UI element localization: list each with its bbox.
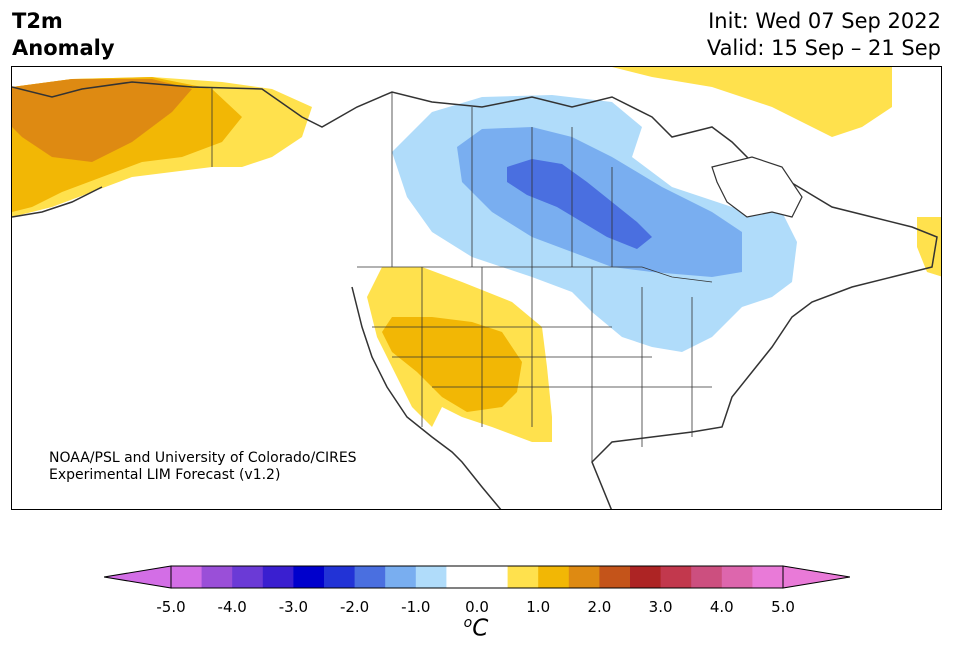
colorbar xyxy=(104,565,850,589)
colorbar-segment xyxy=(599,566,631,588)
colorbar-segment xyxy=(262,566,294,588)
colorbar-segment xyxy=(752,566,784,588)
colorbar-segment xyxy=(232,566,264,588)
colorbar-segment xyxy=(721,566,753,588)
colorbar-tick-label: 0.0 xyxy=(465,598,489,616)
units-prefix: o xyxy=(463,615,473,631)
colorbar-under-arrow xyxy=(104,565,172,589)
colorbar-segment xyxy=(630,566,662,588)
warm-anomaly-southwest-core xyxy=(382,317,522,412)
colorbar-tick-label: 3.0 xyxy=(648,598,673,616)
colorbar-tick-label: -2.0 xyxy=(339,598,370,616)
map-canvas xyxy=(12,67,941,509)
colorbar-tick-label: -3.0 xyxy=(278,598,309,616)
variable-title: T2m xyxy=(12,9,63,33)
colorbar-segment xyxy=(415,566,447,588)
date-block: Init: Wed 07 Sep 2022 Valid: 15 Sep – 21… xyxy=(707,8,941,62)
credit-line-2: Experimental LIM Forecast (v1.2) xyxy=(49,467,281,483)
colorbar-segment xyxy=(477,566,509,588)
colorbar-outline xyxy=(170,565,784,589)
anomaly-subtitle: Anomaly xyxy=(12,36,115,60)
hudson-bay xyxy=(711,156,803,218)
colorbar-segment xyxy=(507,566,539,588)
colorbar-segment xyxy=(691,566,723,588)
colorbar-segment xyxy=(201,566,233,588)
colorbar-segment xyxy=(354,566,386,588)
colorbar-tick-label: 2.0 xyxy=(587,598,612,616)
colorbar-segment xyxy=(324,566,356,588)
colorbar-segment xyxy=(385,566,417,588)
title-block: T2m Anomaly xyxy=(12,8,115,62)
colorbar-segment xyxy=(660,566,692,588)
colorbar-segment xyxy=(171,566,203,588)
colorbar-over-arrow xyxy=(782,565,850,589)
credit-text: NOAA/PSL and University of Colorado/CIRE… xyxy=(49,450,357,484)
colorbar-tick-label: 5.0 xyxy=(771,598,795,616)
colorbar-segment xyxy=(446,566,478,588)
colorbar-segment xyxy=(538,566,570,588)
political-boundaries xyxy=(211,87,713,462)
colorbar-tick-label: -5.0 xyxy=(156,598,186,616)
anomaly-map xyxy=(11,66,942,510)
valid-range: Valid: 15 Sep – 21 Sep xyxy=(706,36,941,60)
colorbar-tick-label: 1.0 xyxy=(526,598,551,616)
warm-anomaly-alaska-core xyxy=(12,79,192,162)
warm-anomaly-greenland xyxy=(612,67,892,137)
credit-line-1: NOAA/PSL and University of Colorado/CIRE… xyxy=(49,450,357,466)
init-date: Init: Wed 07 Sep 2022 xyxy=(708,9,941,33)
colorbar-tick-label: -4.0 xyxy=(217,598,247,616)
colorbar-segment xyxy=(293,566,325,588)
units-label: C xyxy=(472,615,489,642)
cool-anomaly-core xyxy=(507,159,652,249)
colorbar-tick-label: 4.0 xyxy=(709,598,734,616)
colorbar-units: oC xyxy=(464,615,489,642)
colorbar-segment xyxy=(568,566,600,588)
colorbar-tick-label: -1.0 xyxy=(401,598,431,616)
